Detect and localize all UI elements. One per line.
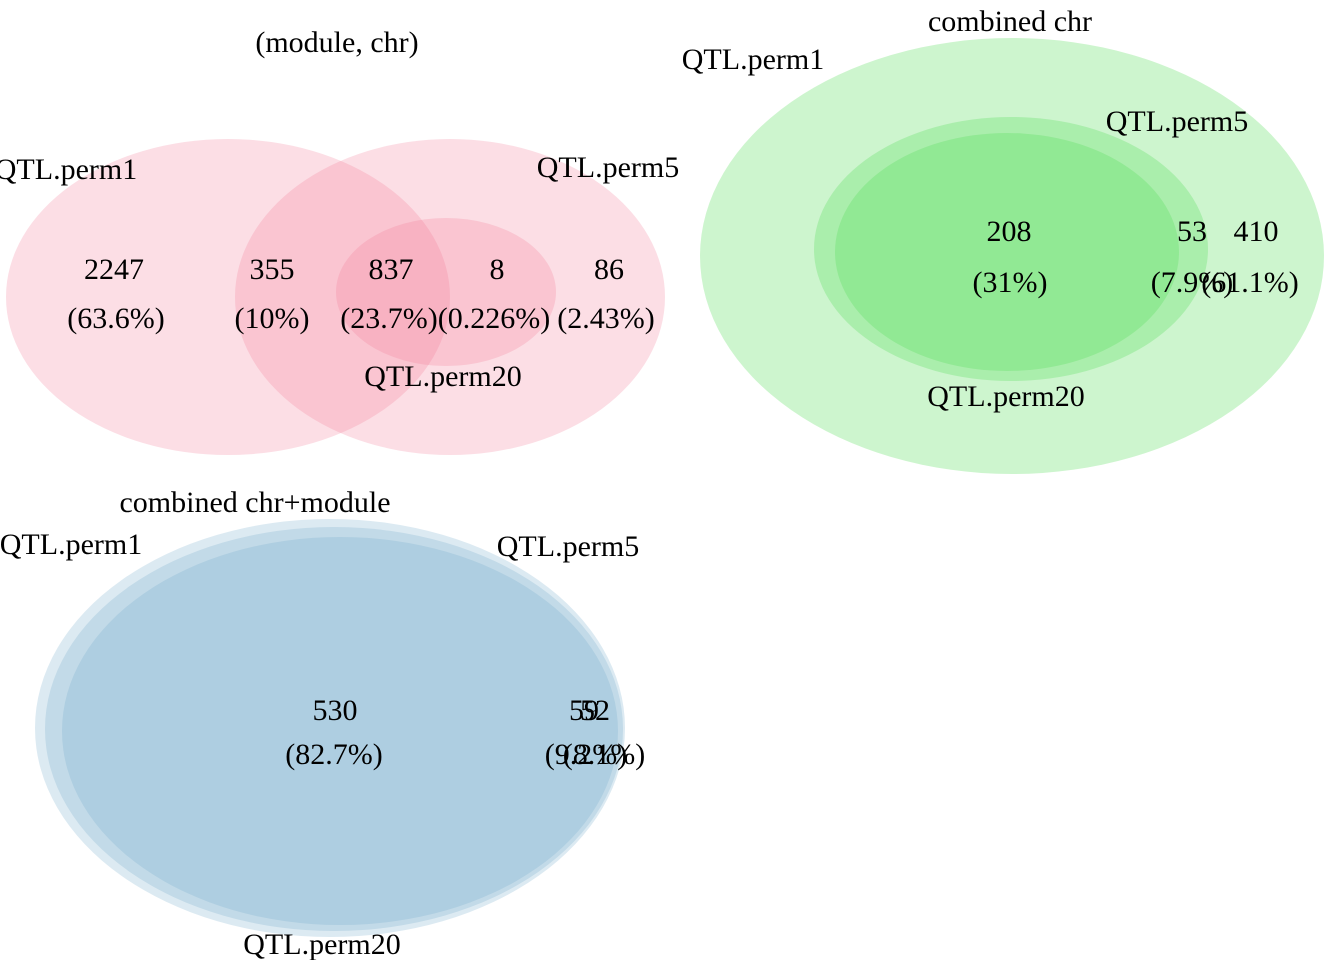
- venn3-set-label-qtl-perm20: QTL.perm20: [243, 928, 401, 960]
- venn2-ellipse-qtl-perm1: [700, 38, 1324, 474]
- venn-module-chr: [6, 139, 665, 455]
- venn3-set-label-qtl-perm1: QTL.perm1: [0, 528, 143, 561]
- venn3-set-label-qtl-perm5: QTL.perm5: [496, 530, 640, 563]
- venn1-title: (module, chr): [255, 26, 419, 59]
- venn3-count-perm1-only: 52: [580, 694, 610, 727]
- venn3-pct-perm1-perm5: (9.2%): [544, 738, 628, 771]
- venn1-count-perm5-perm20: 8: [489, 253, 505, 286]
- venn1-count-perm1-perm5: 355: [249, 253, 295, 286]
- venn2-count-perm1-only: 410: [1233, 215, 1279, 248]
- venn1-set-label-qtl-perm5: QTL.perm5: [536, 151, 680, 184]
- venn2-set-label-qtl-perm1: QTL.perm1: [681, 43, 825, 76]
- venn3-pct-perm1-only: (8.1%): [562, 738, 646, 771]
- venn2-pct-perm1-only: (61.1%): [1201, 266, 1299, 299]
- venn2-title: combined chr: [927, 5, 1093, 38]
- venn1-pct-all-three: (23.7%): [340, 302, 438, 335]
- venn1-ellipse-qtl-perm5: [235, 139, 665, 455]
- venn1-pct-perm5-only: (2.43%): [557, 302, 655, 335]
- venn2-count-perm1-perm5: 53: [1177, 215, 1207, 248]
- venn3-ellipse-qtl-perm20: [62, 537, 618, 925]
- venn3-count-perm1-perm5: 59: [569, 694, 599, 727]
- venn1-count-perm1-only: 2247: [84, 253, 144, 286]
- venn1-set-label-qtl-perm20: QTL.perm20: [364, 360, 522, 393]
- venn1-set-label-qtl-perm1: QTL.perm1: [0, 153, 138, 186]
- venn1-count-perm5-only: 86: [594, 253, 624, 286]
- venn1-pct-perm1-only: (63.6%): [67, 302, 165, 335]
- venn2-pct-all-three: (31%): [972, 266, 1048, 299]
- venn1-ellipse-qtl-perm1: [6, 139, 450, 455]
- venn3-ellipse-qtl-perm1: [35, 519, 625, 937]
- venn3-count-all-three: 530: [312, 694, 358, 727]
- venn3-ellipse-qtl-perm5: [45, 527, 623, 931]
- venn2-count-all-three: 208: [986, 215, 1032, 248]
- venn2-ellipse-qtl-perm5: [814, 117, 1208, 381]
- venn-combined-chr-module: [35, 519, 625, 937]
- venn1-pct-perm1-perm5: (10%): [234, 302, 310, 335]
- venn3-pct-all-three: (82.7%): [285, 738, 383, 771]
- venn3-title: combined chr+module: [119, 486, 391, 519]
- venn2-set-label-qtl-perm5: QTL.perm5: [1105, 105, 1249, 138]
- venn2-pct-perm1-perm5: (7.9%): [1150, 266, 1234, 299]
- venn-combined-chr: [700, 38, 1324, 474]
- venn1-count-all-three: 837: [368, 253, 414, 286]
- venn1-pct-perm5-perm20: (0.226%): [437, 302, 551, 335]
- venn1-ellipse-qtl-perm20: [336, 218, 556, 366]
- venn2-ellipse-qtl-perm20: [835, 133, 1179, 371]
- venn2-set-label-qtl-perm20: QTL.perm20: [927, 380, 1085, 413]
